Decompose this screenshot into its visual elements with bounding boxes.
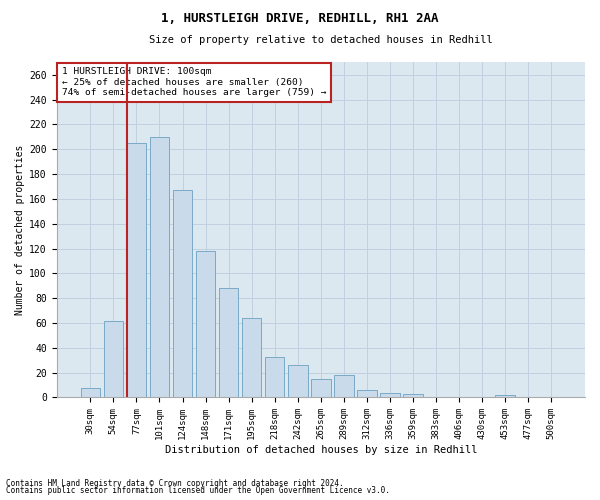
Bar [265,356,284,398]
Bar [173,190,192,398]
Bar [334,375,353,398]
Text: 1, HURSTLEIGH DRIVE, REDHILL, RH1 2AA: 1, HURSTLEIGH DRIVE, REDHILL, RH1 2AA [161,12,439,26]
Bar [403,394,423,398]
Y-axis label: Number of detached properties: Number of detached properties [15,145,25,315]
Bar [104,320,123,398]
Text: Contains public sector information licensed under the Open Government Licence v3: Contains public sector information licen… [6,486,390,495]
Bar [219,288,238,398]
Bar [196,251,215,398]
Bar [242,318,262,398]
Bar [357,390,377,398]
Bar [380,392,400,398]
Title: Size of property relative to detached houses in Redhill: Size of property relative to detached ho… [149,35,493,45]
Bar [311,379,331,398]
Bar [127,143,146,398]
Text: 1 HURSTLEIGH DRIVE: 100sqm
← 25% of detached houses are smaller (260)
74% of sem: 1 HURSTLEIGH DRIVE: 100sqm ← 25% of deta… [62,68,326,98]
Bar [80,388,100,398]
Text: Contains HM Land Registry data © Crown copyright and database right 2024.: Contains HM Land Registry data © Crown c… [6,478,344,488]
Bar [149,137,169,398]
Bar [496,395,515,398]
X-axis label: Distribution of detached houses by size in Redhill: Distribution of detached houses by size … [164,445,477,455]
Bar [288,365,308,398]
